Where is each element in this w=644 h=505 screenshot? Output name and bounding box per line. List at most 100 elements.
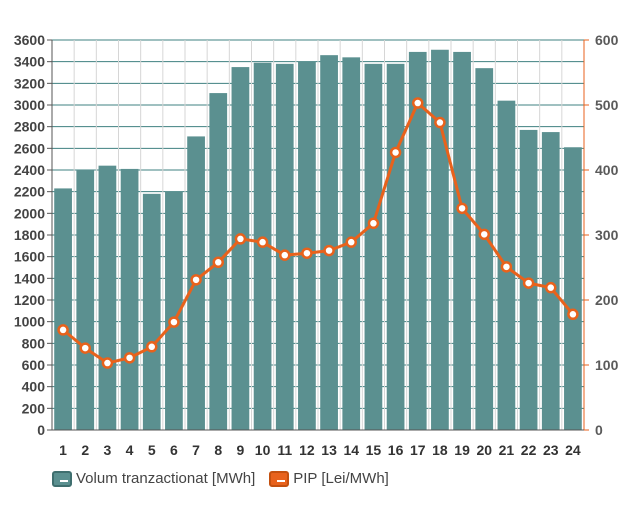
x-tick-label: 6 bbox=[170, 442, 178, 458]
left-tick-label: 400 bbox=[22, 379, 46, 395]
price-point[interactable] bbox=[456, 202, 468, 215]
bar-volume[interactable] bbox=[364, 63, 383, 430]
x-tick-label: 21 bbox=[499, 442, 515, 458]
legend-label-volume: Volum tranzactionat [MWh] bbox=[76, 470, 256, 487]
left-tick-label: 3200 bbox=[14, 75, 45, 91]
legend-label-price: PIP [Lei/MWh] bbox=[293, 470, 389, 487]
right-tick-label: 0 bbox=[595, 422, 603, 438]
bar-volume[interactable] bbox=[564, 147, 582, 430]
left-tick-label: 2400 bbox=[14, 162, 45, 178]
x-tick-label: 17 bbox=[410, 442, 426, 458]
x-tick-label: 10 bbox=[255, 442, 271, 458]
left-tick-label: 1000 bbox=[14, 314, 45, 330]
price-point[interactable] bbox=[279, 249, 291, 261]
left-tick-label: 800 bbox=[22, 335, 46, 351]
x-tick-label: 9 bbox=[237, 442, 245, 458]
price-point[interactable] bbox=[434, 116, 446, 129]
x-tick-label: 12 bbox=[299, 442, 315, 458]
x-tick-label: 11 bbox=[277, 442, 292, 458]
left-axis-ticks: 0 200 400 600 800 1000 1200 1400 1600 1800 2000 220… bbox=[14, 32, 52, 438]
legend: Volum tranzactionat [MWh] PIP [Lei/MWh] bbox=[52, 470, 389, 487]
left-tick-label: 1400 bbox=[14, 270, 45, 286]
bar-volume[interactable] bbox=[298, 61, 316, 431]
price-point[interactable] bbox=[412, 97, 424, 109]
legend-swatch-volume bbox=[52, 470, 72, 487]
bar-volume[interactable] bbox=[54, 188, 72, 430]
price-point[interactable] bbox=[478, 228, 490, 241]
left-tick-label: 200 bbox=[22, 400, 46, 416]
left-tick-label: 3400 bbox=[14, 54, 45, 70]
price-point[interactable] bbox=[101, 357, 114, 369]
x-tick-label: 16 bbox=[388, 442, 404, 458]
x-tick-label: 1 bbox=[59, 442, 67, 458]
bar-volume[interactable] bbox=[120, 168, 139, 430]
right-tick-label: 300 bbox=[595, 227, 619, 243]
bar-volume[interactable] bbox=[165, 191, 183, 430]
price-point[interactable] bbox=[345, 236, 357, 248]
bar-volume[interactable] bbox=[475, 68, 494, 431]
x-tick-label: 4 bbox=[126, 442, 134, 458]
left-tick-label: 1200 bbox=[14, 292, 45, 308]
left-tick-label: 3000 bbox=[14, 97, 45, 113]
bar-volume[interactable] bbox=[541, 132, 560, 431]
volume-bars bbox=[54, 49, 582, 431]
right-axis-ticks: 0 100 200 300 400 500 600 bbox=[584, 32, 619, 438]
left-tick-label: 2200 bbox=[14, 184, 45, 200]
price-point[interactable] bbox=[168, 316, 180, 328]
price-point[interactable] bbox=[57, 324, 69, 336]
left-tick-label: 600 bbox=[22, 357, 46, 373]
price-point[interactable] bbox=[234, 233, 247, 245]
bar-volume[interactable] bbox=[98, 165, 117, 430]
bar-volume[interactable] bbox=[231, 67, 250, 430]
left-tick-label: 2800 bbox=[14, 119, 45, 135]
x-tick-label: 8 bbox=[214, 442, 222, 458]
price-point[interactable] bbox=[367, 217, 380, 230]
price-point[interactable] bbox=[522, 277, 535, 289]
x-tick-label: 15 bbox=[366, 442, 382, 458]
legend-swatch-price bbox=[269, 470, 290, 487]
legend-item-price[interactable]: PIP [Lei/MWh] bbox=[269, 470, 389, 487]
price-point[interactable] bbox=[190, 274, 202, 286]
price-point[interactable] bbox=[123, 352, 136, 364]
bar-volume[interactable] bbox=[386, 63, 405, 430]
x-tick-label: 2 bbox=[81, 442, 89, 458]
x-tick-label: 3 bbox=[104, 442, 112, 458]
x-tick-label: 14 bbox=[343, 442, 359, 458]
bar-volume[interactable] bbox=[431, 49, 449, 430]
price-point[interactable] bbox=[323, 244, 335, 257]
x-tick-label: 18 bbox=[432, 442, 448, 458]
price-point[interactable] bbox=[301, 247, 313, 259]
x-tick-label: 20 bbox=[476, 442, 492, 458]
grid-lines bbox=[51, 39, 585, 431]
price-point[interactable] bbox=[567, 308, 579, 321]
price-point[interactable] bbox=[545, 281, 557, 294]
price-point[interactable] bbox=[212, 256, 224, 269]
x-tick-label: 22 bbox=[521, 442, 537, 458]
bar-volume[interactable] bbox=[275, 63, 294, 430]
x-tick-label: 13 bbox=[321, 442, 337, 458]
right-tick-label: 500 bbox=[595, 97, 619, 113]
price-point[interactable] bbox=[146, 341, 158, 353]
price-point[interactable] bbox=[500, 261, 513, 273]
bar-volume[interactable] bbox=[320, 55, 338, 431]
bar-volume[interactable] bbox=[408, 51, 427, 431]
left-tick-label: 1800 bbox=[14, 227, 45, 243]
price-line bbox=[57, 97, 579, 369]
x-tick-label: 5 bbox=[148, 442, 156, 458]
left-tick-label: 0 bbox=[37, 422, 45, 438]
right-tick-label: 600 bbox=[595, 32, 619, 48]
x-axis-ticks: 1 2 3 4 5 6 7 8 9 10 11 12 13 14 15 16 17 18 19 20 21 22 23 24 bbox=[59, 442, 581, 458]
x-tick-label: 19 bbox=[454, 442, 470, 458]
left-tick-label: 3600 bbox=[14, 32, 45, 48]
price-point[interactable] bbox=[79, 342, 91, 354]
bar-volume[interactable] bbox=[76, 170, 95, 430]
legend-item-volume[interactable]: Volum tranzactionat [MWh] bbox=[52, 470, 255, 487]
price-point[interactable] bbox=[389, 146, 402, 159]
x-tick-label: 23 bbox=[543, 442, 559, 458]
bar-volume[interactable] bbox=[142, 193, 161, 430]
left-tick-label: 1600 bbox=[14, 249, 45, 265]
bar-volume[interactable] bbox=[453, 51, 471, 431]
right-tick-label: 400 bbox=[595, 162, 619, 178]
price-point[interactable] bbox=[256, 236, 269, 248]
